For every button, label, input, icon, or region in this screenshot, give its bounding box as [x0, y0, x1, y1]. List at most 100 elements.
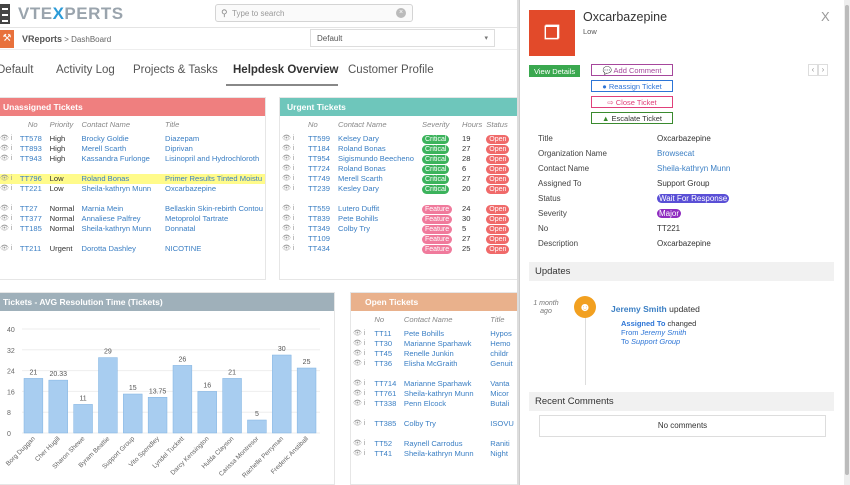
row-actions[interactable]: 👁 i: [280, 234, 306, 244]
table-row[interactable]: 👁 i TT839 Pete Bohills Feature 30 Open: [280, 214, 514, 224]
eye-icon[interactable]: 👁: [353, 400, 362, 407]
bar[interactable]: [197, 391, 217, 434]
chevron-left-icon[interactable]: ‹: [808, 64, 818, 76]
table-row[interactable]: 👁 i TT377 Normal Annaliese Palfrey Metoprolo…: [0, 214, 265, 224]
row-actions[interactable]: [0, 234, 18, 244]
table-cell[interactable]: [18, 194, 48, 204]
bar[interactable]: [23, 378, 44, 434]
table-cell[interactable]: TT36: [374, 359, 393, 368]
table-cell[interactable]: Raniti: [490, 439, 510, 448]
bar[interactable]: [222, 378, 242, 434]
table-cell[interactable]: Sheila-kathryn Munn: [81, 224, 152, 233]
table-cell[interactable]: Bellaskin Skin-rebirth Contou: [165, 204, 263, 213]
table-cell[interactable]: Kesley Dary: [338, 184, 379, 193]
eye-icon[interactable]: 👁: [282, 135, 291, 142]
add-comment-button[interactable]: 💬 Add Comment: [591, 64, 673, 76]
table-cell[interactable]: [488, 429, 518, 439]
table-row[interactable]: 👁 i TT11 Pete Bohills Hypos: [351, 329, 518, 339]
table-cell[interactable]: TT943: [19, 154, 42, 163]
table-cell[interactable]: Lisinopril and Hydrochloroth: [165, 154, 260, 163]
info-icon[interactable]: i: [292, 165, 295, 172]
info-icon[interactable]: i: [363, 340, 366, 347]
table-cell[interactable]: TT893: [19, 144, 42, 153]
table-cell[interactable]: [163, 234, 265, 244]
eye-icon[interactable]: 👁: [282, 225, 291, 232]
escalate-ticket-button[interactable]: ▲ Escalate Ticket: [591, 112, 673, 124]
wrench-icon[interactable]: ⚒: [0, 30, 14, 48]
table-cell[interactable]: Elisha McGraith: [403, 359, 458, 368]
table-cell[interactable]: [336, 234, 420, 244]
row-actions[interactable]: 👁 i: [280, 174, 306, 184]
table-cell[interactable]: [80, 164, 164, 174]
info-icon[interactable]: i: [363, 390, 366, 397]
info-icon[interactable]: i: [292, 235, 295, 242]
table-cell[interactable]: Roland Bonas: [338, 164, 386, 173]
table-row[interactable]: [351, 429, 518, 439]
eye-icon[interactable]: 👁: [282, 145, 291, 152]
table-cell[interactable]: [80, 194, 164, 204]
table-cell[interactable]: Micor: [490, 389, 509, 398]
tab-default[interactable]: Default: [0, 64, 34, 76]
eye-icon[interactable]: 👁: [353, 390, 362, 397]
table-cell[interactable]: [402, 409, 488, 419]
row-actions[interactable]: 👁 i: [0, 134, 18, 144]
info-icon[interactable]: i: [363, 400, 366, 407]
search-input[interactable]: ⚲ Type to search ×: [215, 4, 413, 22]
info-icon[interactable]: i: [363, 360, 366, 367]
eye-icon[interactable]: 👁: [0, 205, 9, 212]
row-actions[interactable]: 👁 i: [351, 419, 372, 429]
eye-icon[interactable]: 👁: [353, 450, 362, 457]
eye-icon[interactable]: 👁: [0, 155, 9, 162]
table-cell[interactable]: TT761: [374, 389, 397, 398]
table-cell[interactable]: Annaliese Palfrey: [81, 214, 141, 223]
table-cell[interactable]: Penn Elcock: [403, 399, 447, 408]
row-actions[interactable]: 👁 i: [351, 389, 372, 399]
eye-icon[interactable]: 👁: [353, 360, 362, 367]
table-row[interactable]: 👁 i TT724 Roland Bonas Critical 6 Open: [280, 164, 514, 174]
table-cell[interactable]: Metoprolol Tartrate: [165, 214, 229, 223]
logo[interactable]: VTEXPERTS: [18, 4, 124, 23]
table-cell[interactable]: TT109: [308, 234, 330, 243]
eye-icon[interactable]: 👁: [353, 330, 362, 337]
row-actions[interactable]: [280, 194, 306, 204]
row-actions[interactable]: 👁 i: [0, 174, 18, 184]
table-row[interactable]: 👁 i TT36 Elisha McGraith Genuit: [351, 359, 518, 369]
table-row[interactable]: [0, 164, 265, 174]
bar[interactable]: [247, 419, 267, 434]
table-cell[interactable]: childr: [490, 349, 509, 358]
table-row[interactable]: 👁 i TT221 Low Sheila-kathryn Munn Oxcarbazep…: [0, 184, 265, 194]
table-row[interactable]: [280, 194, 514, 204]
menu-icon[interactable]: [0, 4, 10, 24]
table-cell[interactable]: Pete Bohills: [338, 214, 379, 223]
table-cell[interactable]: [402, 369, 488, 379]
bar[interactable]: [98, 357, 118, 434]
info-icon[interactable]: i: [363, 450, 366, 457]
table-row[interactable]: 👁 i TT893 High Merell Scarth Diprivan: [0, 144, 265, 154]
row-actions[interactable]: [0, 194, 18, 204]
table-cell[interactable]: TT578: [19, 134, 42, 143]
table-cell[interactable]: Merell Scarth: [81, 144, 127, 153]
view-details-button[interactable]: View Details: [529, 65, 581, 77]
eye-icon[interactable]: 👁: [353, 420, 362, 427]
row-actions[interactable]: 👁 i: [351, 349, 372, 359]
table-row[interactable]: 👁 i TT796 Low Roland Bonas Primer Results Ti…: [0, 174, 265, 184]
table-cell[interactable]: TT27: [19, 204, 38, 213]
table-row[interactable]: 👁 i TT27 Normal Marnia Mein Bellaskin Skin-r…: [0, 204, 265, 214]
table-cell[interactable]: TT184: [308, 144, 330, 153]
table-cell[interactable]: [163, 164, 265, 174]
table-cell[interactable]: [488, 409, 518, 419]
table-cell[interactable]: TT385: [374, 419, 397, 428]
table-cell[interactable]: TT434: [308, 244, 330, 253]
table-cell[interactable]: TT30: [374, 339, 393, 348]
reassign-ticket-button[interactable]: ● Reassign Ticket: [591, 80, 673, 92]
table-row[interactable]: 👁 i TT45 Renelle Junkin childr: [351, 349, 518, 359]
table-row[interactable]: 👁 i TT943 High Kassandra Furlonge Lisinopril…: [0, 154, 265, 164]
table-cell[interactable]: Marianne Sparhawk: [403, 379, 472, 388]
bar[interactable]: [272, 354, 292, 434]
row-actions[interactable]: 👁 i: [0, 214, 18, 224]
table-cell[interactable]: TT954: [308, 154, 330, 163]
table-row[interactable]: 👁 i TT211 Urgent Dorotta Dashley NICOTINE: [0, 244, 265, 254]
info-icon[interactable]: i: [292, 185, 295, 192]
row-actions[interactable]: 👁 i: [351, 449, 372, 459]
row-actions[interactable]: 👁 i: [280, 214, 306, 224]
